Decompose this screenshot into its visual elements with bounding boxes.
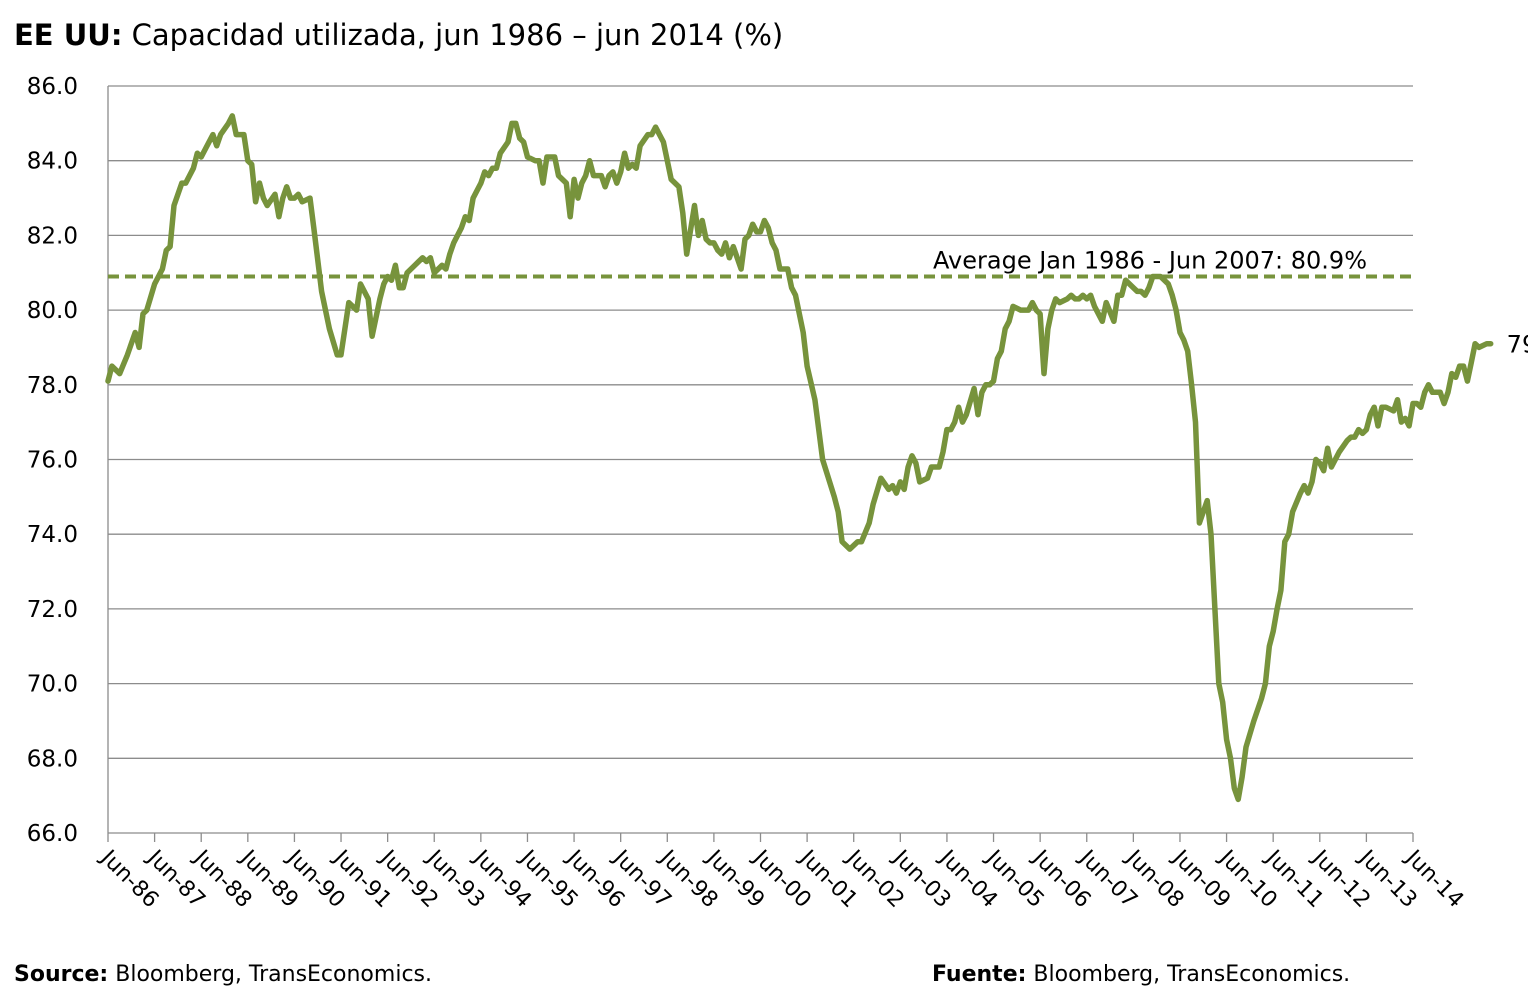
source-right-text: Bloomberg, TransEconomics.	[1033, 962, 1351, 987]
chart-title-bold: EE UU:	[14, 18, 123, 52]
average-line-group: Average Jan 1986 - Jun 2007: 80.9%	[108, 246, 1413, 279]
y-tick-label: 76.0	[27, 448, 78, 474]
y-tick-label: 70.0	[27, 672, 78, 698]
average-label: Average Jan 1986 - Jun 2007: 80.9%	[933, 246, 1367, 274]
chart-title: EE UU: Capacidad utilizada, jun 1986 – j…	[14, 18, 783, 52]
y-tick-label: 84.0	[27, 149, 78, 175]
y-tick-label: 66.0	[27, 821, 78, 847]
source-left: Source: Bloomberg, TransEconomics.	[14, 962, 432, 987]
y-axis: 66.0 68.0 70.0 72.0 74.0 76.0 78.0 80.0 82.0 84.0…	[27, 74, 109, 847]
y-tick-label: 86.0	[27, 74, 78, 100]
y-tick-label: 78.0	[27, 373, 78, 399]
source-left-label: Source:	[14, 962, 109, 987]
last-value-label: 79.1%	[1507, 331, 1528, 359]
series-group: 79.1%	[105, 113, 1528, 803]
gridlines	[108, 85, 1413, 759]
chart-title-text: Capacidad utilizada, jun 1986 – jun 2014…	[131, 18, 784, 52]
y-tick-label: 80.0	[27, 298, 78, 324]
y-tick-label: 82.0	[27, 223, 78, 249]
source-left-text: Bloomberg, TransEconomics.	[115, 962, 432, 987]
source-right: Fuente: Bloomberg, TransEconomics.	[932, 962, 1350, 987]
source-right-label: Fuente:	[932, 962, 1027, 987]
y-tick-label: 68.0	[27, 746, 78, 772]
x-axis: Jun-86Jun-87Jun-88Jun-89Jun-90Jun-91Jun-…	[94, 832, 1468, 913]
y-tick-label: 72.0	[27, 597, 78, 623]
y-tick-label: 74.0	[27, 522, 78, 548]
series-line	[105, 113, 1494, 803]
